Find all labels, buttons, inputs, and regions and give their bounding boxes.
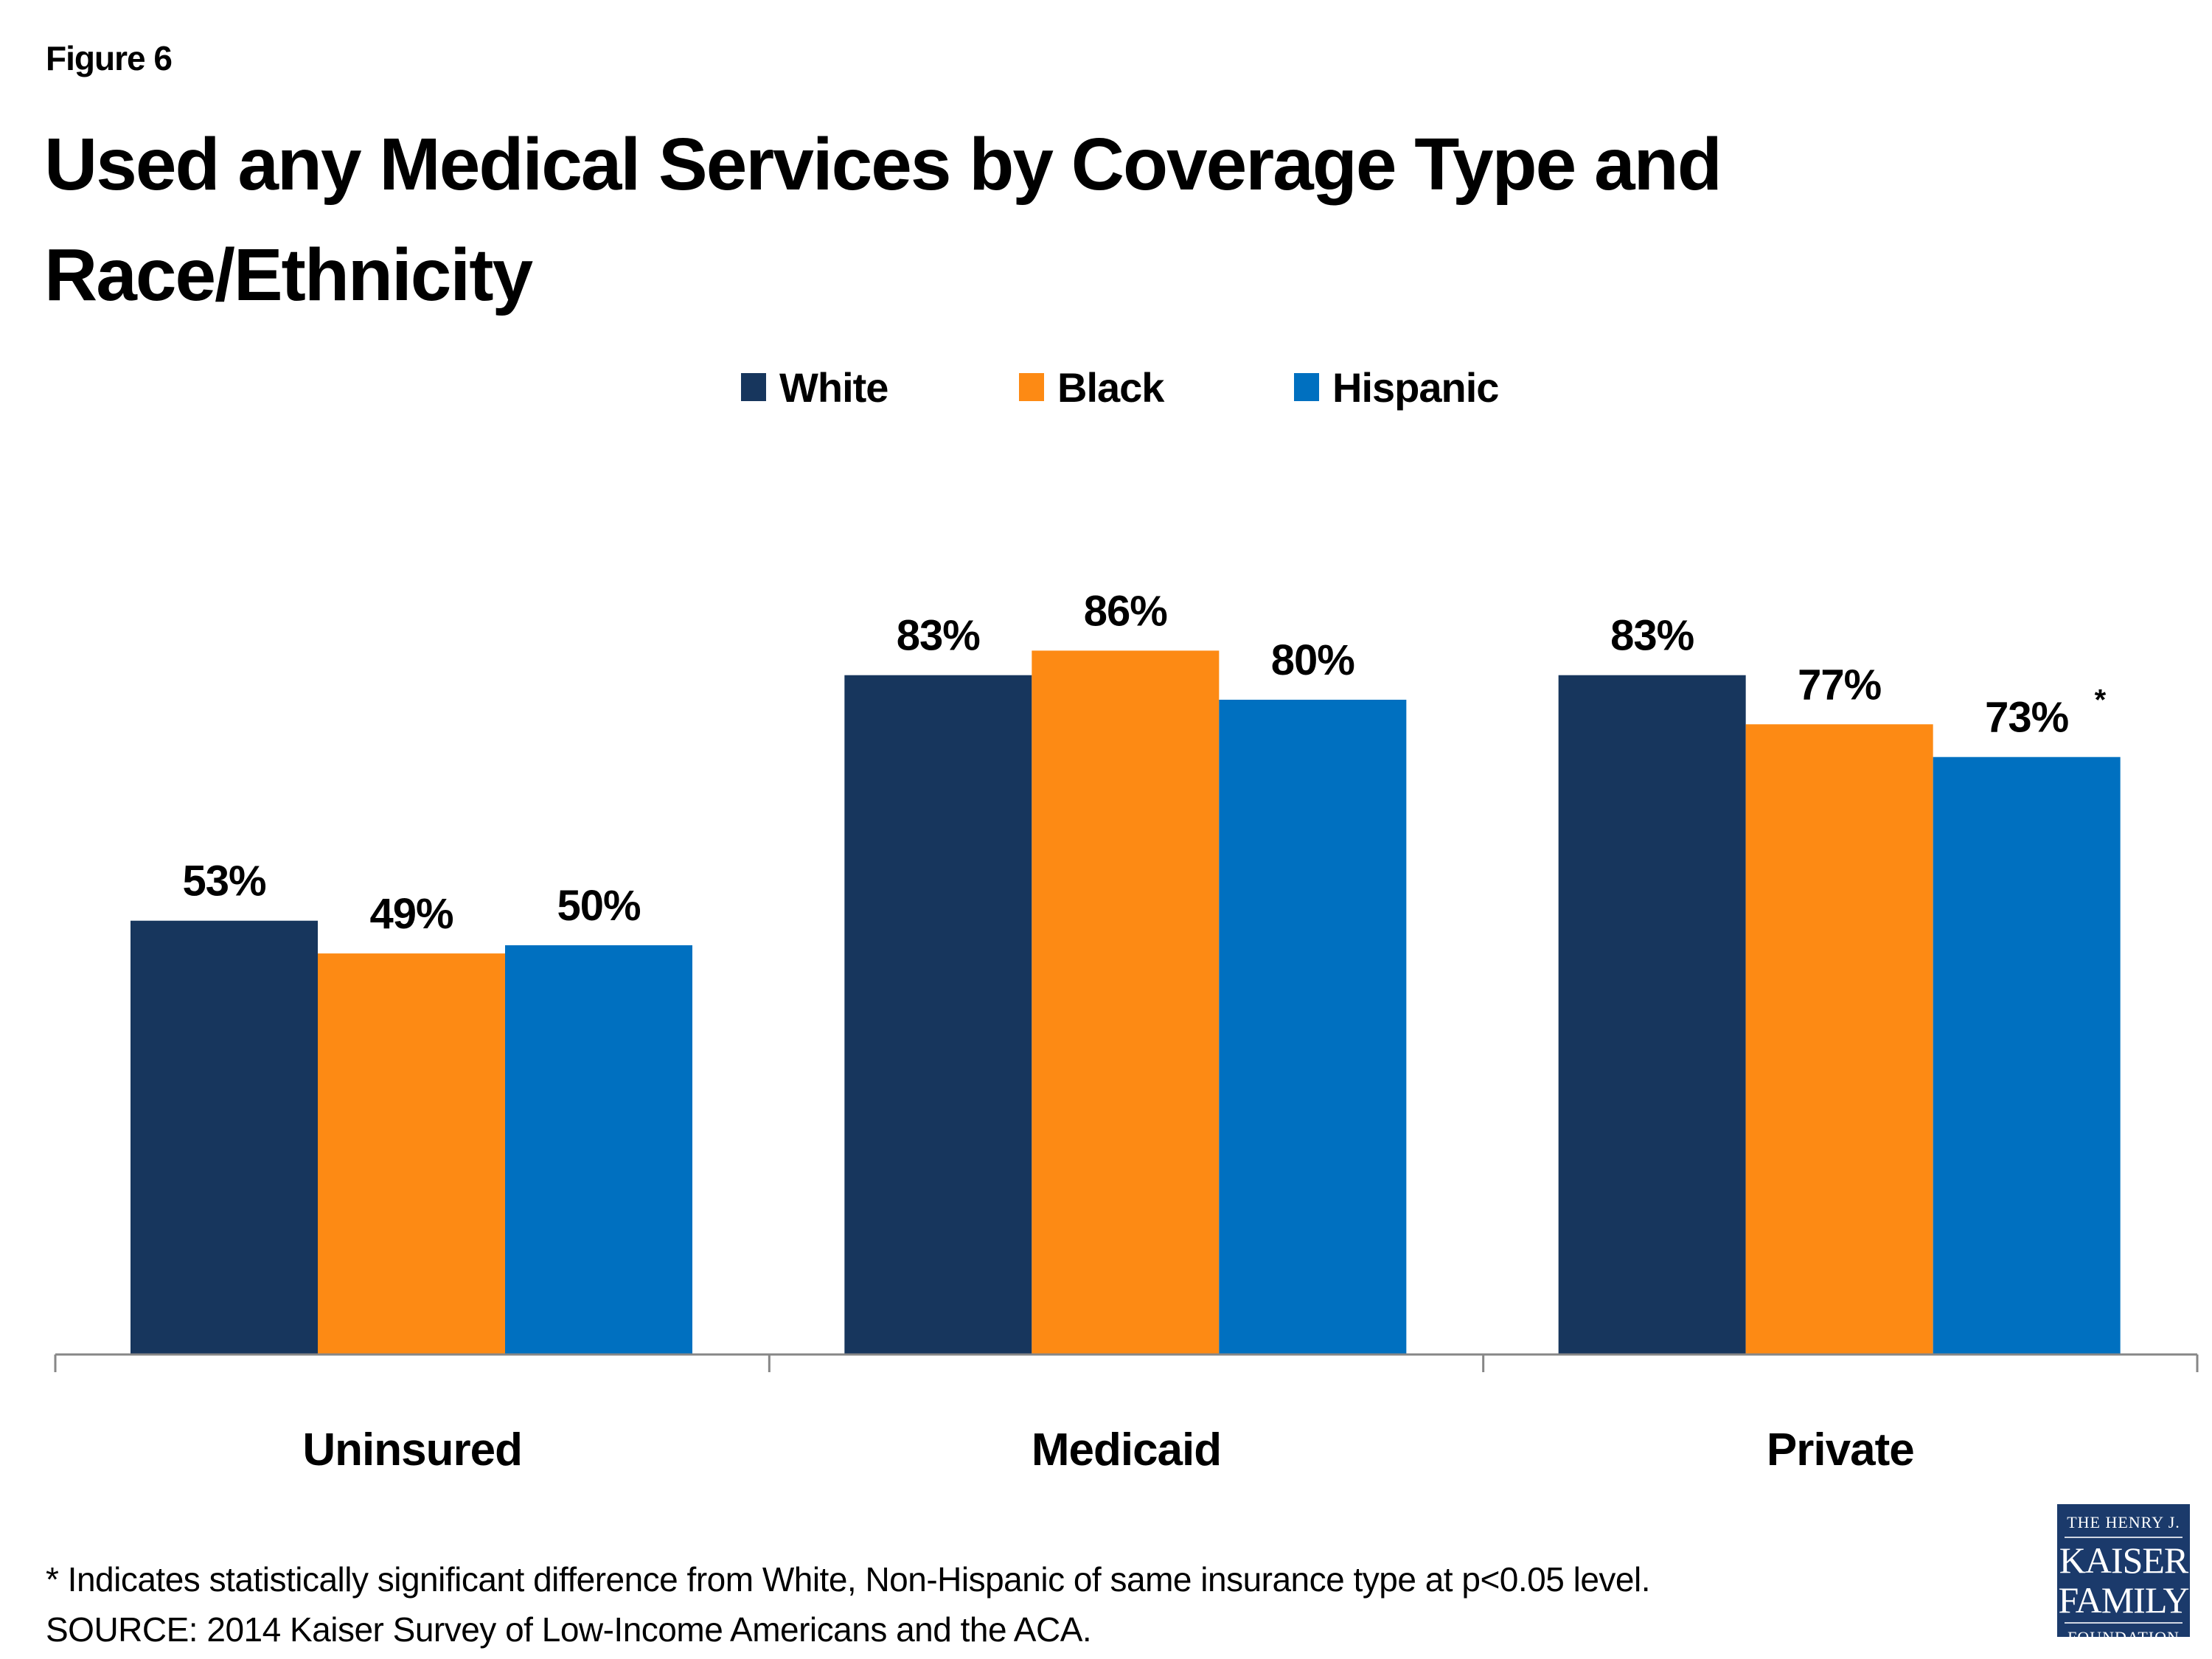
data-label-medicaid-hispanic: 80% [1271, 636, 1355, 684]
data-label-medicaid-black: 86% [1084, 587, 1168, 635]
legend: White Black Hispanic [0, 361, 2212, 413]
source-note: SOURCE: 2014 Kaiser Survey of Low-Income… [46, 1610, 1092, 1649]
bar-uninsured-hispanic [505, 945, 692, 1354]
logo-line-2: KAISER [2059, 1540, 2189, 1581]
bar-private-black [1745, 724, 1933, 1354]
data-label-medicaid-white: 83% [897, 612, 981, 660]
data-label-uninsured-white: 53% [182, 858, 266, 905]
bar-private-hispanic [1933, 757, 2121, 1354]
data-label-private-hispanic: 73% [1985, 694, 2069, 742]
legend-label-black: Black [1057, 364, 1164, 411]
data-label-uninsured-hispanic: 50% [557, 882, 641, 930]
legend-item-hispanic: Hispanic [1294, 361, 1499, 413]
category-label-uninsured: Uninsured [302, 1425, 522, 1475]
kff-logo: THE HENRY J. KAISER FAMILY FOUNDATION [2057, 1504, 2190, 1646]
significance-marker: * [2095, 684, 2107, 717]
legend-item-black: Black [1019, 361, 1164, 413]
bar-medicaid-white [844, 675, 1032, 1354]
bar-private-white [1558, 675, 1746, 1354]
data-label-private-black: 77% [1798, 661, 1882, 709]
category-label-medicaid: Medicaid [1032, 1425, 1221, 1475]
data-label-private-white: 83% [1610, 612, 1694, 660]
chart-title: Used any Medical Services by Coverage Ty… [44, 123, 1722, 316]
logo-line-4: FOUNDATION [2065, 1622, 2183, 1647]
legend-label-hispanic: Hispanic [1332, 364, 1499, 411]
logo-line-1: THE HENRY J. [2065, 1513, 2183, 1538]
category-label-private: Private [1767, 1425, 1914, 1475]
bar-uninsured-black [318, 953, 505, 1354]
bar-chart: 53% 49% 50% Uninsured 83% 86% 80% Medicaid 83% 77… [54, 587, 2199, 1475]
bar-medicaid-hispanic [1219, 700, 1407, 1354]
figure-label: Figure 6 [46, 39, 173, 77]
footnote-block: * Indicates statistically significant di… [46, 1554, 1651, 1655]
legend-swatch-black [1019, 373, 1044, 401]
legend-label-white: White [779, 364, 888, 411]
legend-swatch-hispanic [1294, 373, 1319, 401]
data-label-uninsured-black: 49% [369, 890, 453, 938]
bar-uninsured-white [131, 920, 318, 1354]
significance-note: * Indicates statistically significant di… [46, 1560, 1651, 1599]
legend-swatch-white [741, 373, 766, 401]
logo-line-3: FAMILY [2058, 1579, 2190, 1621]
bar-medicaid-black [1032, 650, 1220, 1354]
legend-item-white: White [741, 361, 888, 413]
